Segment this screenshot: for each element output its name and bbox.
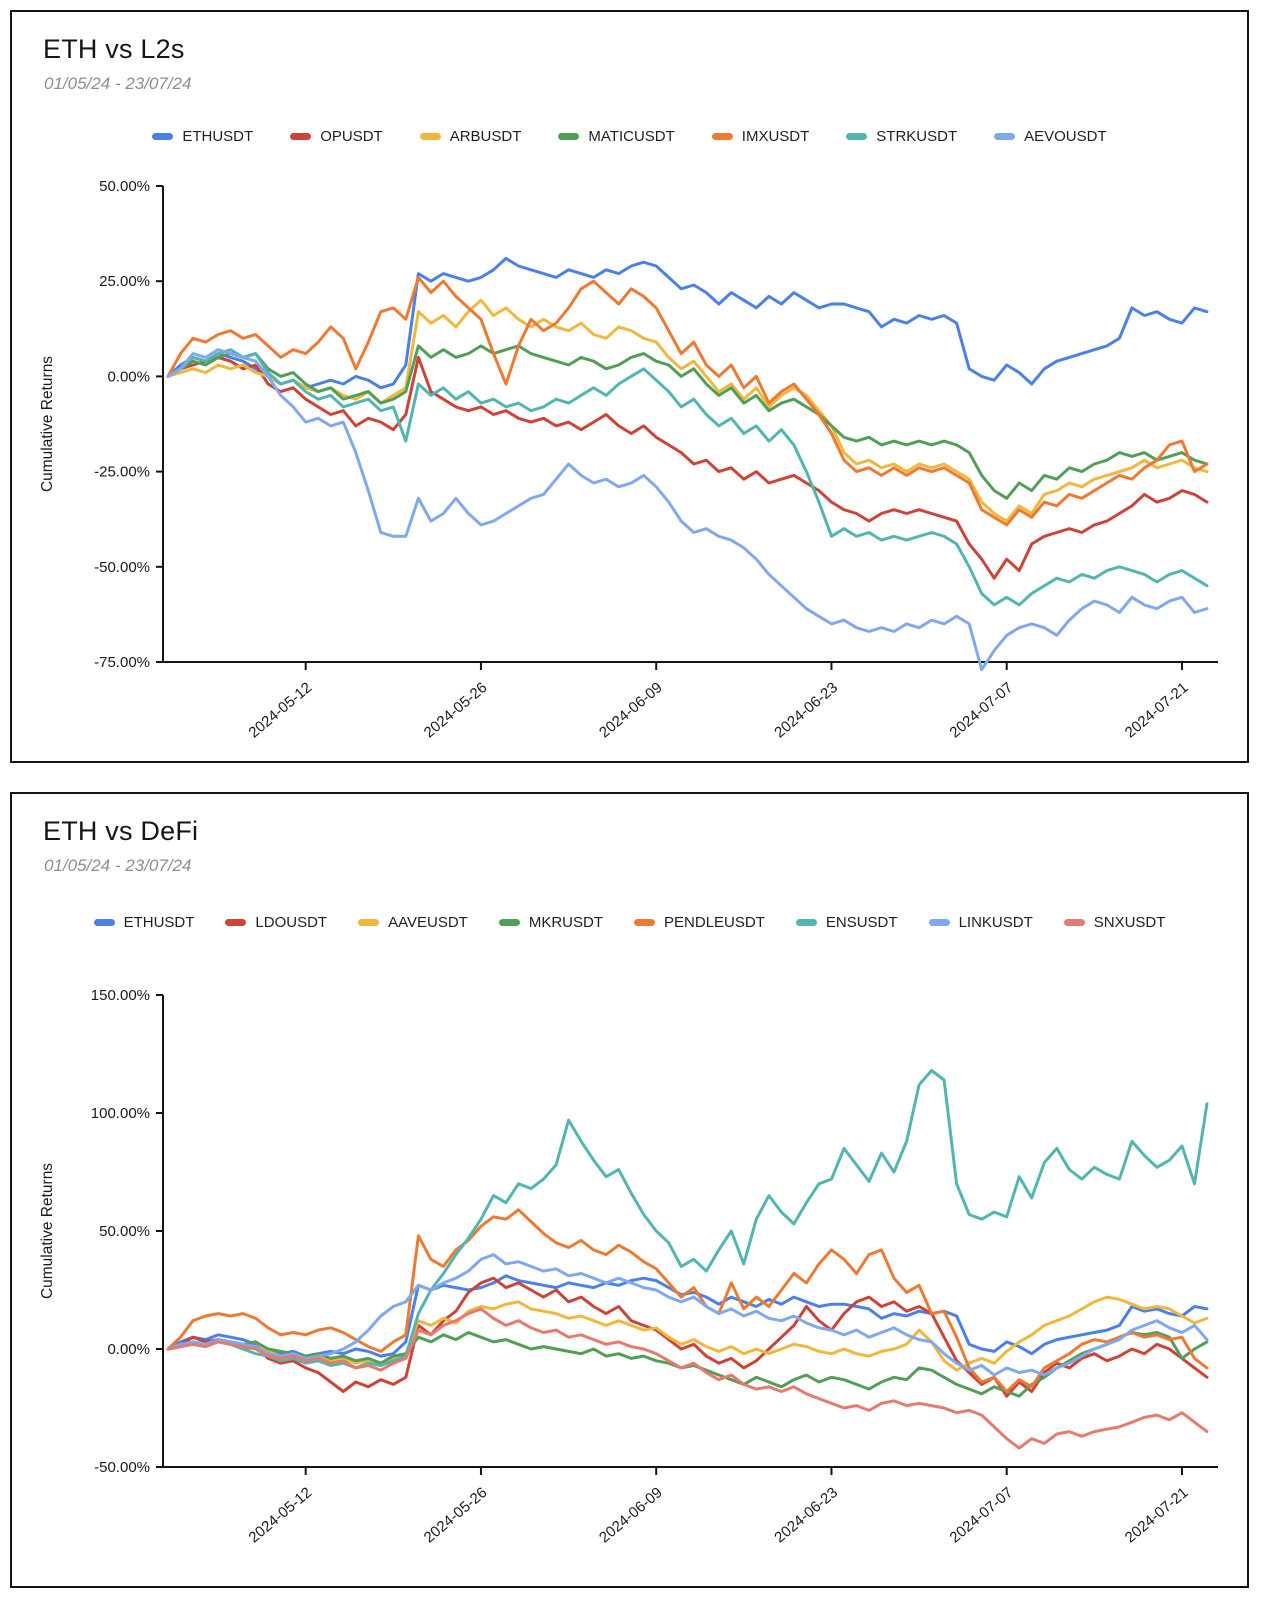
- legend-swatch-icon: [795, 919, 817, 926]
- x-tick-label: 2024-06-09: [596, 1484, 666, 1546]
- x-tick-label: 2024-07-21: [1122, 1484, 1192, 1546]
- legend-label: SNXUSDT: [1093, 914, 1166, 931]
- x-tick-label: 2024-05-26: [421, 1484, 491, 1546]
- series-line-linkusdt: [166, 1253, 1209, 1377]
- legend-swatch-icon: [93, 919, 115, 926]
- series-line-ethusdt: [166, 1274, 1209, 1358]
- chart-legend: ETHUSDT LDOUSDT AAVEUSDT MKRUSDT PENDLEUSDT E…: [12, 914, 1247, 931]
- legend-item-ensusdt[interactable]: ENSUSDT: [795, 914, 898, 931]
- legend-swatch-icon: [994, 133, 1016, 140]
- chart-card-eth-vs-l2s: ETH vs L2s 01/05/24 - 23/07/24 ETHUSDT OP…: [10, 10, 1249, 763]
- legend-label: ARBUSDT: [449, 128, 522, 145]
- series-line-ethusdt: [166, 256, 1209, 390]
- y-tick-label: 150.00%: [91, 987, 150, 1004]
- legend-item-aevousdt[interactable]: AEVOUSDT: [994, 128, 1107, 145]
- series-line-ensusdt: [166, 1069, 1209, 1370]
- chart-title: ETH vs L2s: [43, 34, 185, 64]
- legend-label: ETHUSDT: [123, 914, 195, 931]
- y-axis-title: Cumulative Returns: [39, 356, 56, 492]
- legend-label: STRKUSDT: [876, 128, 958, 145]
- y-tick-label: 100.00%: [91, 1105, 150, 1122]
- series-line-ldousdt: [166, 1276, 1209, 1398]
- legend-label: OPUSDT: [320, 128, 383, 145]
- series-line-aevousdt: [166, 348, 1209, 672]
- chart-title: ETH vs DeFi: [43, 816, 199, 846]
- series-line-strkusdt: [166, 348, 1209, 607]
- legend-swatch-icon: [1063, 919, 1085, 926]
- x-tick-label: 2024-05-26: [421, 679, 491, 741]
- legend-item-opusdt[interactable]: OPUSDT: [290, 128, 383, 145]
- legend-item-ethusdt[interactable]: ETHUSDT: [93, 914, 195, 931]
- legend-swatch-icon: [558, 133, 580, 140]
- legend-swatch-icon: [225, 919, 247, 926]
- y-tick-label: 0.00%: [107, 1341, 150, 1358]
- legend-item-arbusdt[interactable]: ARBUSDT: [419, 128, 522, 145]
- legend-item-ldousdt[interactable]: LDOUSDT: [225, 914, 327, 931]
- legend-label: MATICUSDT: [588, 128, 675, 145]
- chart-card-eth-vs-defi: ETH vs DeFi 01/05/24 - 23/07/24 ETHUSDT L…: [10, 792, 1249, 1588]
- x-tick-label: 2024-07-07: [947, 1484, 1017, 1546]
- legend-item-strkusdt[interactable]: STRKUSDT: [846, 128, 957, 145]
- x-tick-label: 2024-06-23: [771, 1484, 841, 1546]
- legend-swatch-icon: [634, 919, 656, 926]
- legend-item-linkusdt[interactable]: LINKUSDT: [928, 914, 1033, 931]
- legend-item-mkrusdt[interactable]: MKRUSDT: [498, 914, 604, 931]
- legend-label: LDOUSDT: [255, 914, 328, 931]
- line-plot-eth-vs-defi: 150.00% 100.00% 50.00% 0.00% -50.00% 2024-05-…: [39, 987, 1218, 1546]
- legend-label: LINKUSDT: [958, 914, 1033, 931]
- legend-swatch-icon: [152, 133, 174, 140]
- chart-legend: ETHUSDT OPUSDT ARBUSDT MATICUSDT IMXUSDT STRK…: [12, 128, 1247, 145]
- legend-label: AEVOUSDT: [1024, 128, 1107, 145]
- series-line-imxusdt: [166, 275, 1209, 527]
- series-line-aaveusdt: [166, 1295, 1209, 1372]
- x-tick-label: 2024-06-09: [596, 679, 666, 741]
- legend-swatch-icon: [846, 133, 868, 140]
- legend-swatch-icon: [498, 919, 520, 926]
- chart-date-range: 01/05/24 - 23/07/24: [44, 856, 192, 875]
- y-tick-label: 25.00%: [99, 273, 150, 290]
- legend-item-pendleusdt[interactable]: PENDLEUSDT: [634, 914, 765, 931]
- x-tick-label: 2024-07-21: [1122, 679, 1192, 741]
- legend-label: AAVEUSDT: [388, 914, 468, 931]
- x-tick-label: 2024-07-07: [947, 679, 1017, 741]
- legend-swatch-icon: [290, 133, 312, 140]
- series-line-pendleusdt: [166, 1208, 1209, 1393]
- y-tick-label: 50.00%: [99, 1223, 150, 1240]
- y-axis-title: Cumulative Returns: [39, 1163, 56, 1299]
- legend-item-maticusdt[interactable]: MATICUSDT: [558, 128, 675, 145]
- y-tick-label: -25.00%: [94, 464, 150, 481]
- y-tick-label: 0.00%: [107, 368, 150, 385]
- legend-label: ENSUSDT: [825, 914, 898, 931]
- series-line-maticusdt: [166, 344, 1209, 500]
- legend-item-snxusdt[interactable]: SNXUSDT: [1063, 914, 1166, 931]
- x-tick-label: 2024-05-12: [246, 679, 316, 741]
- legend-item-imxusdt[interactable]: IMXUSDT: [711, 128, 810, 145]
- legend-swatch-icon: [928, 919, 950, 926]
- chart-date-range: 01/05/24 - 23/07/24: [44, 74, 192, 93]
- series-line-arbusdt: [166, 298, 1209, 523]
- legend-label: PENDLEUSDT: [664, 914, 765, 931]
- y-tick-label: -50.00%: [94, 1459, 150, 1476]
- y-tick-label: -75.00%: [94, 654, 150, 671]
- series-line-snxusdt: [166, 1307, 1209, 1450]
- legend-swatch-icon: [419, 133, 441, 140]
- legend-label: ETHUSDT: [182, 128, 254, 145]
- y-tick-label: -50.00%: [94, 559, 150, 576]
- y-tick-label: 50.00%: [99, 178, 150, 195]
- legend-item-aaveusdt[interactable]: AAVEUSDT: [358, 914, 468, 931]
- legend-label: IMXUSDT: [741, 128, 810, 145]
- x-tick-label: 2024-05-12: [246, 1484, 316, 1546]
- series-line-opusdt: [166, 355, 1209, 580]
- line-plot-eth-vs-l2s: 50.00% 25.00% 0.00% -25.00% -50.00% -75.00% 20…: [39, 178, 1218, 741]
- legend-swatch-icon: [711, 133, 733, 140]
- x-tick-label: 2024-06-23: [771, 679, 841, 741]
- legend-item-ethusdt[interactable]: ETHUSDT: [152, 128, 253, 145]
- legend-label: MKRUSDT: [528, 914, 604, 931]
- legend-swatch-icon: [358, 919, 380, 926]
